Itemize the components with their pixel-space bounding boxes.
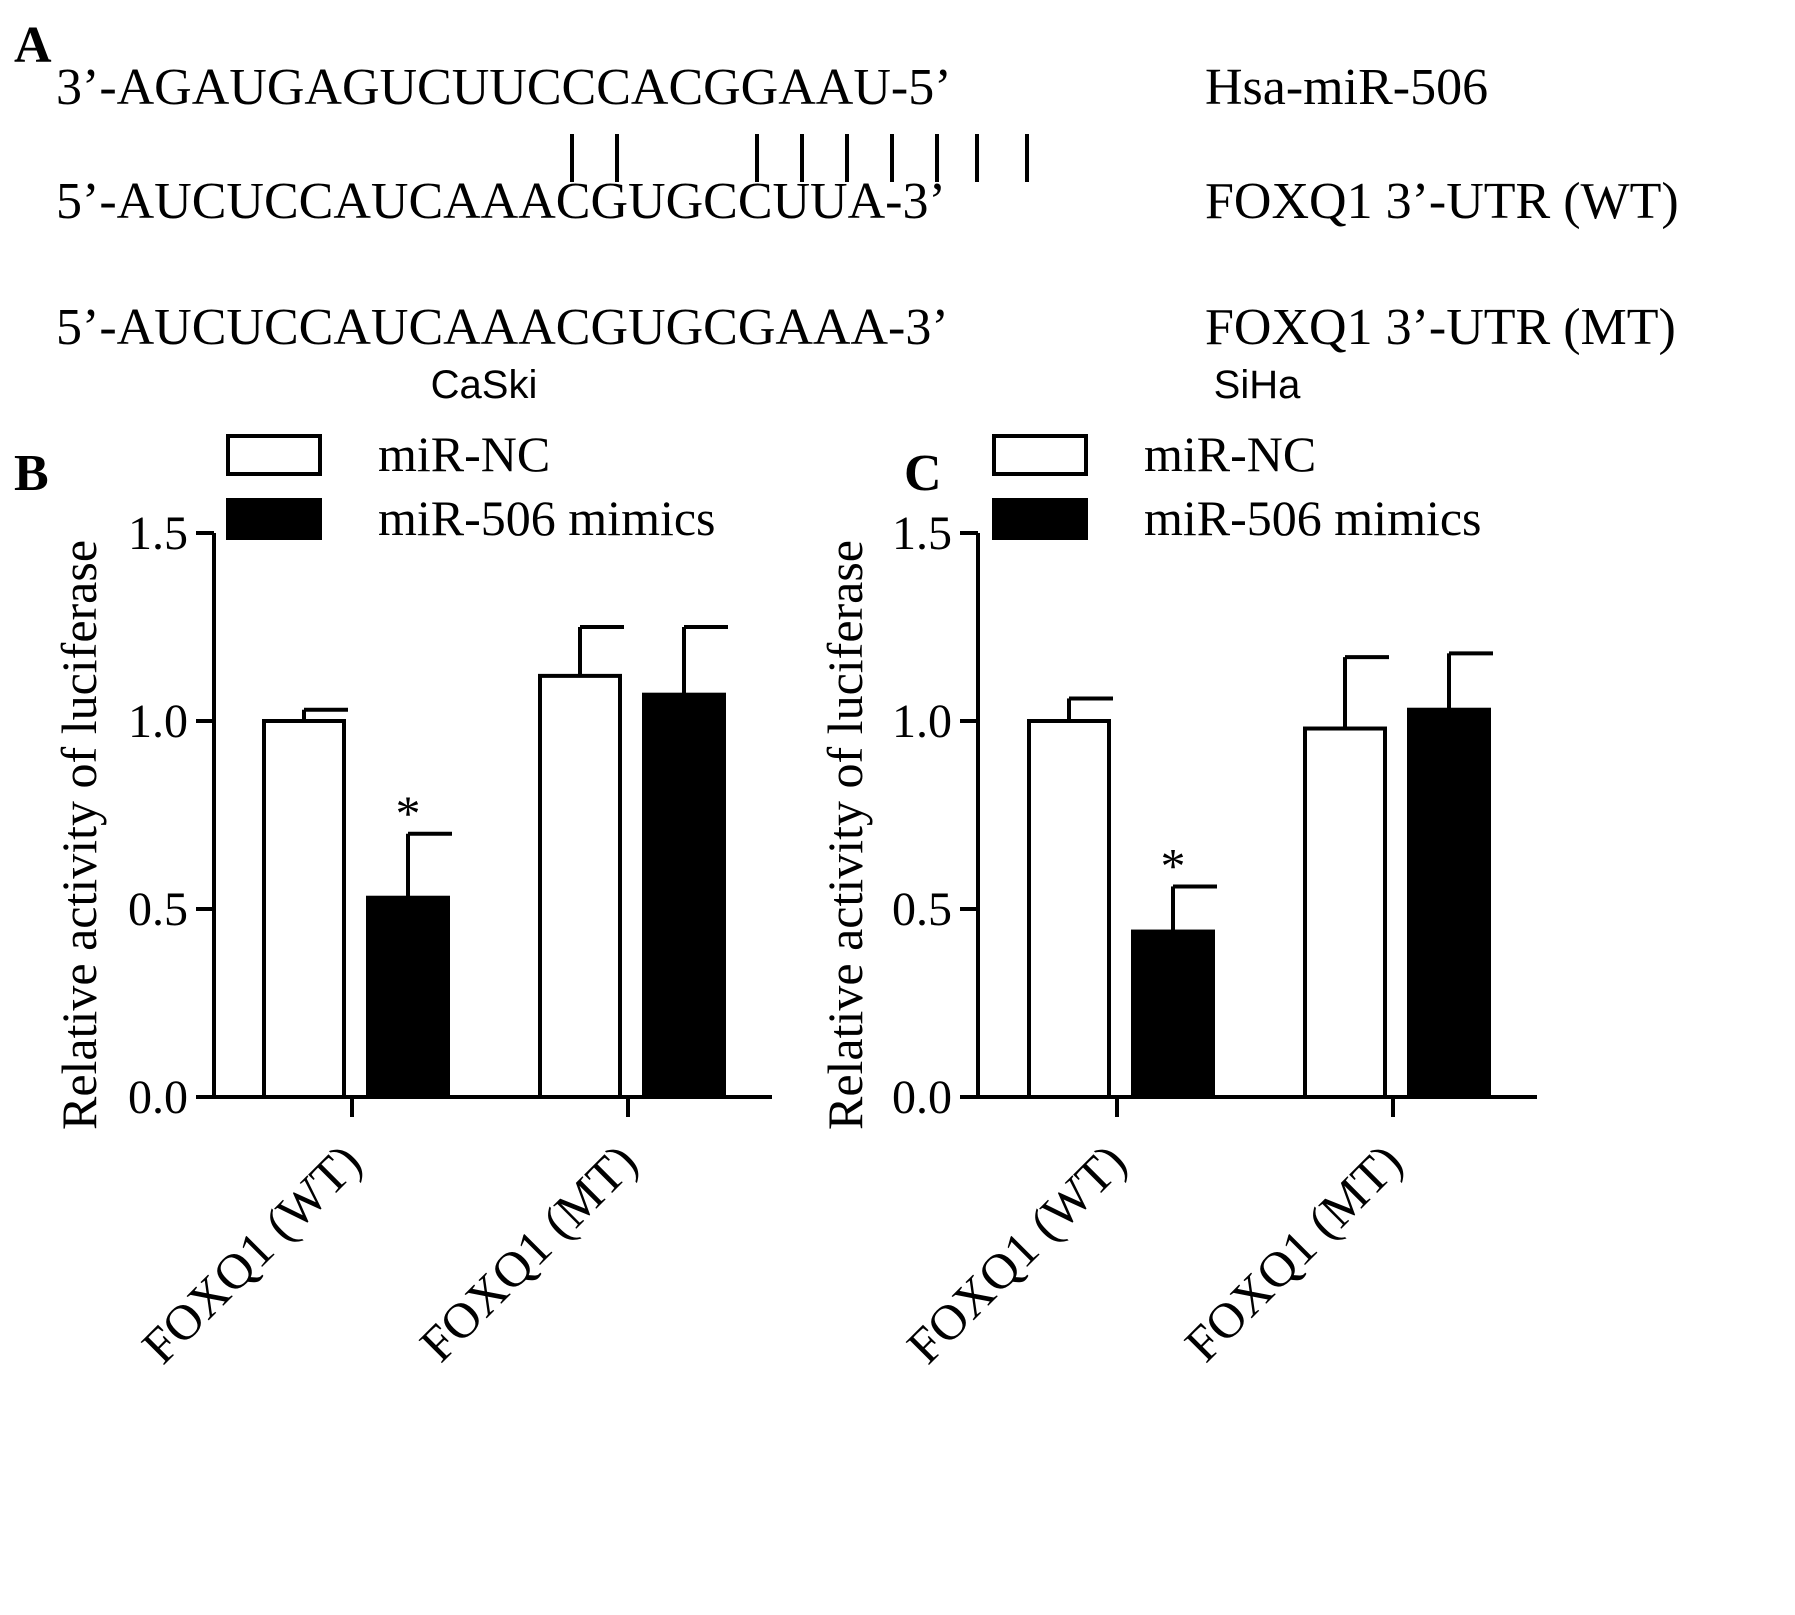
legend-swatch [226,434,322,476]
legend-swatch [226,498,322,540]
pairing-mark [935,134,939,182]
pairing-mark [845,134,849,182]
legend-label: miR-506 mimics [378,490,716,546]
wt-utr-sequence: 5’-AUCUCCAUCAAACGUGCCUUA-3’ [56,173,946,230]
y-tick-label: 0.5 [128,883,188,936]
y-tick-label: 1.0 [892,695,952,748]
y-tick-label: 1.0 [128,695,188,748]
pairing-mark [890,134,894,182]
bar [366,895,450,1099]
mt-utr-sequence-row: 5’-AUCUCCAUCAAACGUGCGAAA-3’ FOXQ1 3’-UTR… [0,298,1795,358]
legend-swatch [992,498,1088,540]
x-tick-label: FOXQ1 (MT) [1174,1133,1413,1372]
y-tick-label: 0.0 [892,1071,952,1124]
mirna-sequence: 3’-AGAUGAGUCUUCCCACGGAAU-5’ [56,59,952,116]
mirna-sequence-row: 3’-AGAUGAGUCUUCCCACGGAAU-5’ Hsa-miR-506 [0,58,1795,118]
x-tick-label: FOXQ1 (WT) [896,1133,1137,1374]
pairing-mark [615,134,619,182]
legend-swatch [992,434,1088,476]
chart-title: SiHa [1214,363,1301,407]
significance-star: * [396,785,421,841]
mirna-label: Hsa-miR-506 [1205,59,1489,116]
base-pairing-marks [0,134,1795,184]
mt-utr-sequence: 5’-AUCUCCAUCAAACGUGCGAAA-3’ [56,299,949,356]
y-axis-label: Relative activity of luciferase [51,540,107,1130]
bar [642,692,726,1099]
bar [1027,719,1111,1099]
chart-title: CaSki [431,363,538,407]
y-tick-label: 0.0 [128,1071,188,1124]
bar [262,719,346,1099]
pairing-mark [1025,134,1029,182]
pairing-mark [975,134,979,182]
legend-label: miR-506 mimics [1144,490,1482,546]
significance-star: * [1161,837,1186,893]
pairing-mark [800,134,804,182]
pairing-mark [570,134,574,182]
legend-label: miR-NC [1144,426,1316,482]
legend-label: miR-NC [378,426,550,482]
bar [538,673,622,1099]
y-tick-label: 1.5 [128,507,188,560]
y-axis-label: Relative activity of luciferase [817,540,873,1130]
bar [1407,707,1491,1099]
panel-b-letter: B [14,445,49,502]
y-tick-label: 0.5 [892,883,952,936]
panel-c-letter: C [904,445,942,502]
bar [1131,929,1215,1099]
wt-utr-sequence-row: 5’-AUCUCCAUCAAACGUGCCUUA-3’ FOXQ1 3’-UTR… [0,172,1795,232]
wt-utr-label: FOXQ1 3’-UTR (WT) [1205,173,1679,230]
panel-a-letter: A [14,17,52,74]
pairing-mark [755,134,759,182]
mt-utr-label: FOXQ1 3’-UTR (MT) [1205,299,1676,356]
y-tick-label: 1.5 [892,507,952,560]
bar [1303,726,1387,1100]
